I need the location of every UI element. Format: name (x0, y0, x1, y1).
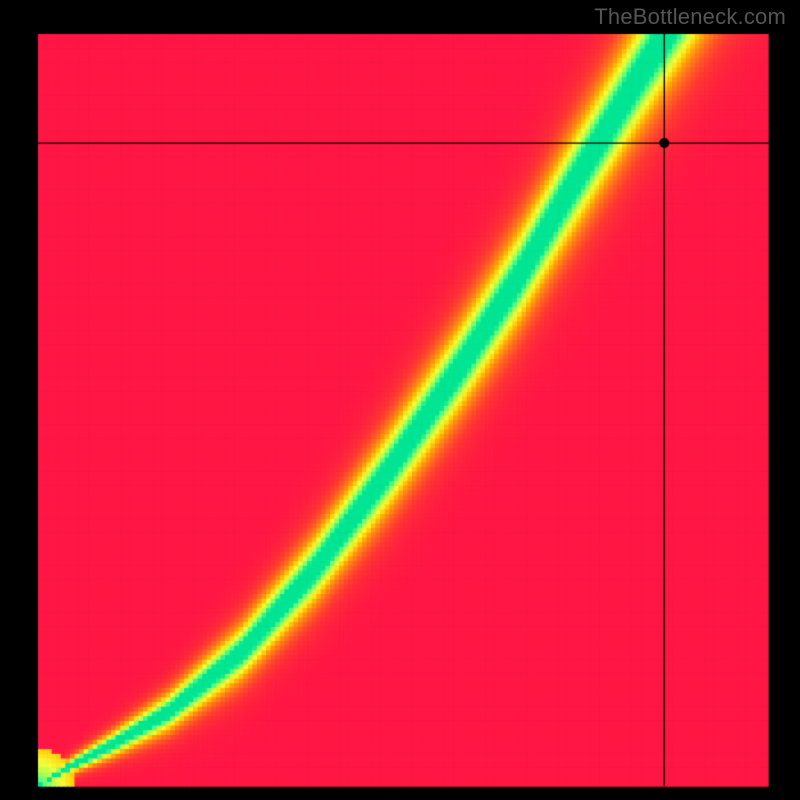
attribution-text: TheBottleneck.com (594, 4, 786, 30)
bottleneck-heatmap (0, 0, 800, 800)
